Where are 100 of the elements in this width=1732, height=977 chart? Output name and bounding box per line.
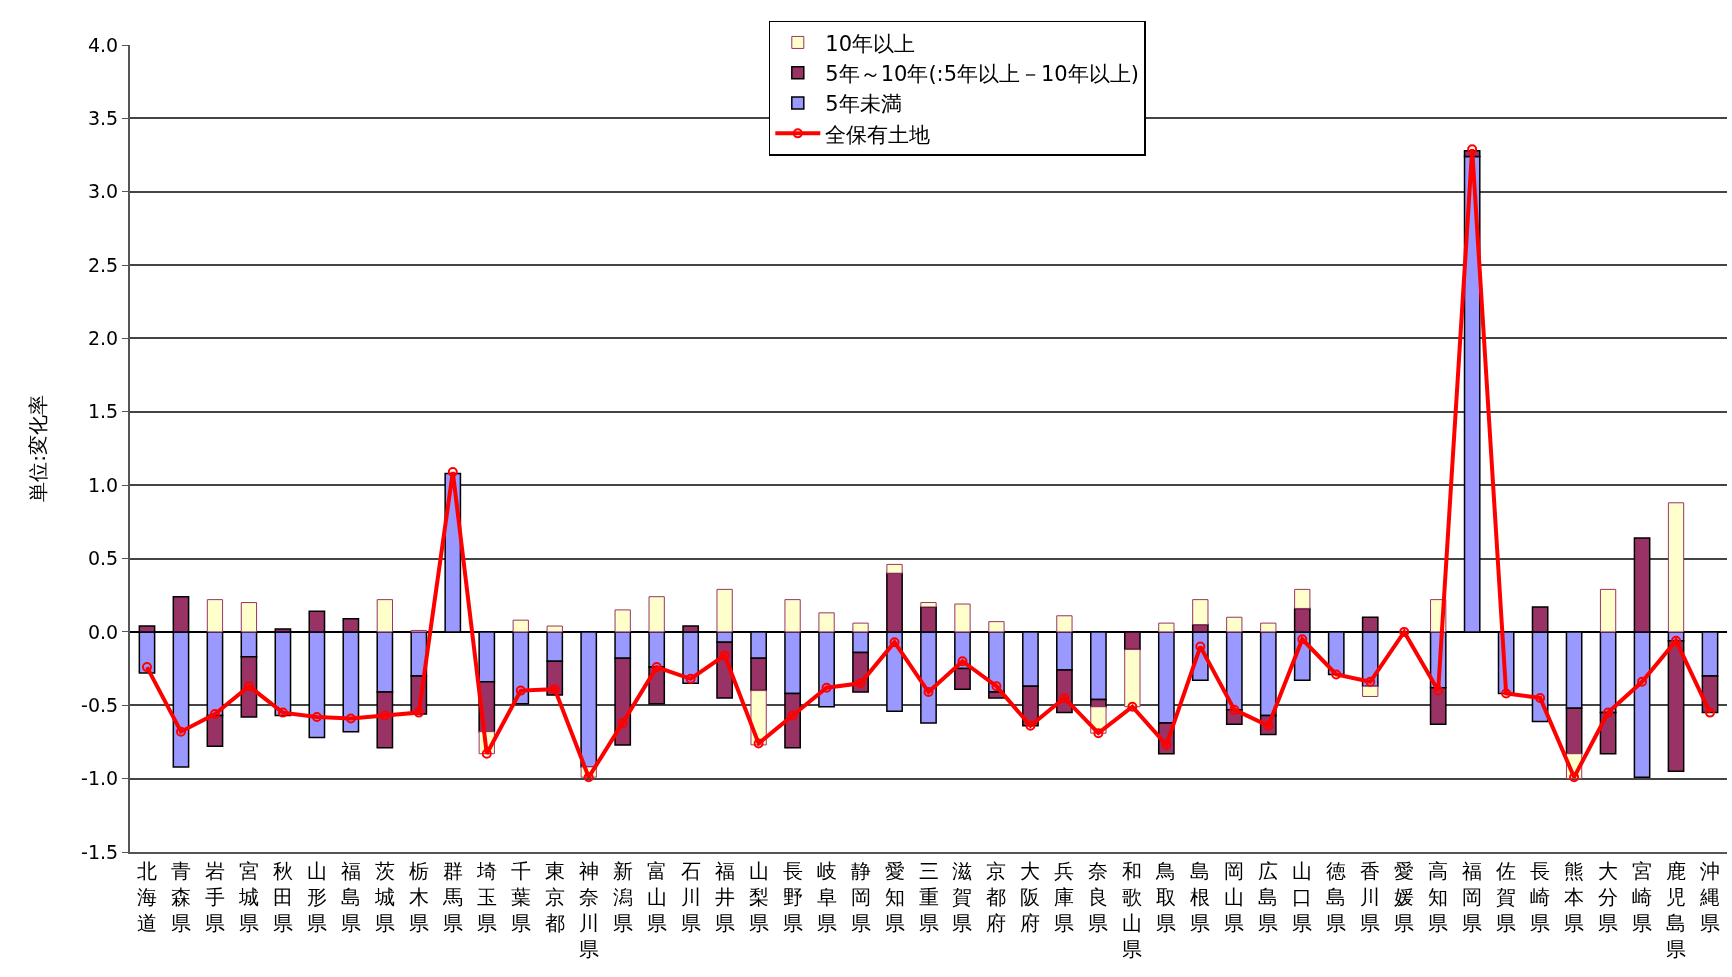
bar xyxy=(784,599,801,633)
y-tick-label: -1.0 xyxy=(81,767,119,790)
x-tick-label: 新潟県 xyxy=(612,859,633,935)
point xyxy=(1603,707,1614,718)
x-tick-label: 兵庫県 xyxy=(1054,859,1075,935)
point xyxy=(549,684,560,695)
point xyxy=(447,466,458,477)
point xyxy=(175,726,186,737)
x-tick-label: 埼玉県 xyxy=(475,859,497,935)
point xyxy=(991,681,1002,692)
point xyxy=(243,681,254,692)
x-tick-label: 栃木県 xyxy=(408,859,429,935)
y-tick-label: 0.0 xyxy=(87,620,119,643)
point xyxy=(889,637,900,648)
bar xyxy=(206,599,224,633)
point xyxy=(923,687,934,698)
point xyxy=(277,707,288,718)
y-tick-label: 1.0 xyxy=(87,473,119,496)
point xyxy=(481,748,492,759)
bar xyxy=(954,603,971,633)
bar xyxy=(988,621,1005,633)
point xyxy=(719,650,730,661)
x-tick-label: 鳥取県 xyxy=(1155,859,1177,935)
x-tick-label: 岐阜県 xyxy=(816,859,837,935)
legend-label: 10年以上 xyxy=(825,31,916,56)
bar xyxy=(1599,588,1617,633)
bar xyxy=(512,631,530,705)
x-tick-label: 和歌山県 xyxy=(1122,859,1143,961)
x-tick-label: 北海道 xyxy=(136,859,157,935)
point xyxy=(1365,676,1376,687)
x-tick-label: 山口県 xyxy=(1292,859,1313,935)
x-tick-label: 富山県 xyxy=(646,859,667,935)
point xyxy=(1671,635,1682,646)
point xyxy=(1433,685,1444,696)
legend-label: 全保有土地 xyxy=(825,122,931,147)
y-tick-label: 3.0 xyxy=(87,180,119,203)
x-tick-label: 岡山県 xyxy=(1224,859,1245,935)
point xyxy=(821,682,832,693)
x-tick-label: 茨城県 xyxy=(373,859,395,935)
point xyxy=(1059,692,1070,703)
bar xyxy=(648,596,665,633)
x-tick-label: 神奈川県 xyxy=(578,859,599,961)
point xyxy=(1467,144,1478,155)
bar xyxy=(1226,616,1243,633)
y-tick-label: -0.5 xyxy=(81,693,119,716)
point xyxy=(685,673,696,684)
x-tick-label: 福井県 xyxy=(714,859,735,935)
point xyxy=(379,710,390,721)
point xyxy=(1229,704,1240,715)
point xyxy=(753,738,764,749)
x-tick-label: 熊本県 xyxy=(1564,859,1585,935)
x-tick-label: 沖縄県 xyxy=(1699,859,1721,935)
bar xyxy=(818,612,835,633)
bar xyxy=(614,609,631,633)
bar xyxy=(818,631,835,708)
x-tick-label: 長崎県 xyxy=(1530,859,1551,935)
bar xyxy=(1260,622,1277,633)
point xyxy=(209,709,220,720)
point xyxy=(855,678,866,689)
x-tick-label: 大分県 xyxy=(1598,859,1619,935)
x-tick-label: 佐賀県 xyxy=(1496,859,1517,935)
legend-label: 5年未満 xyxy=(825,92,902,117)
y-tick-label: 1.5 xyxy=(87,400,119,423)
bar xyxy=(240,602,258,633)
x-tick-label: 青森県 xyxy=(170,859,191,935)
point xyxy=(1161,739,1172,750)
legend-label: 5年～10年(:5年以上－10年以上) xyxy=(825,61,1139,86)
y-tick-label: 3.5 xyxy=(87,107,119,130)
x-tick-label: 山梨県 xyxy=(748,859,769,935)
point xyxy=(1705,707,1716,718)
x-tick-label: 長野県 xyxy=(782,859,803,935)
x-tick-label: 鹿児島県 xyxy=(1666,859,1687,961)
bar xyxy=(716,588,733,633)
y-axis-title: 単位:変化率 xyxy=(26,395,51,502)
x-tick-label: 大阪府 xyxy=(1020,859,1041,935)
bar xyxy=(546,625,563,633)
y-tick-label: 0.5 xyxy=(87,547,119,570)
point xyxy=(617,717,628,728)
point xyxy=(651,662,662,673)
x-tick-label: 山形県 xyxy=(306,859,327,935)
x-tick-label: 東京都 xyxy=(544,859,565,935)
x-tick-label: 三重県 xyxy=(918,859,939,935)
bar xyxy=(1158,622,1175,633)
y-tick-label: -1.5 xyxy=(81,840,119,863)
point xyxy=(1195,641,1206,652)
x-tick-label: 滋賀県 xyxy=(952,859,973,935)
x-tick-label: 高知県 xyxy=(1428,859,1449,935)
point xyxy=(413,707,424,718)
x-tick-label: 徳島県 xyxy=(1326,859,1347,935)
x-tick-label: 群馬県 xyxy=(441,859,463,935)
point xyxy=(1501,688,1512,699)
x-tick-label: 香川県 xyxy=(1360,859,1381,935)
x-tick-label: 愛知県 xyxy=(884,859,905,935)
x-tick-label: 千葉県 xyxy=(510,859,531,935)
point xyxy=(1093,728,1104,739)
point xyxy=(787,710,798,721)
x-tick-label: 島根県 xyxy=(1190,859,1211,935)
point xyxy=(957,656,968,667)
point xyxy=(141,662,152,673)
point xyxy=(1331,669,1342,680)
